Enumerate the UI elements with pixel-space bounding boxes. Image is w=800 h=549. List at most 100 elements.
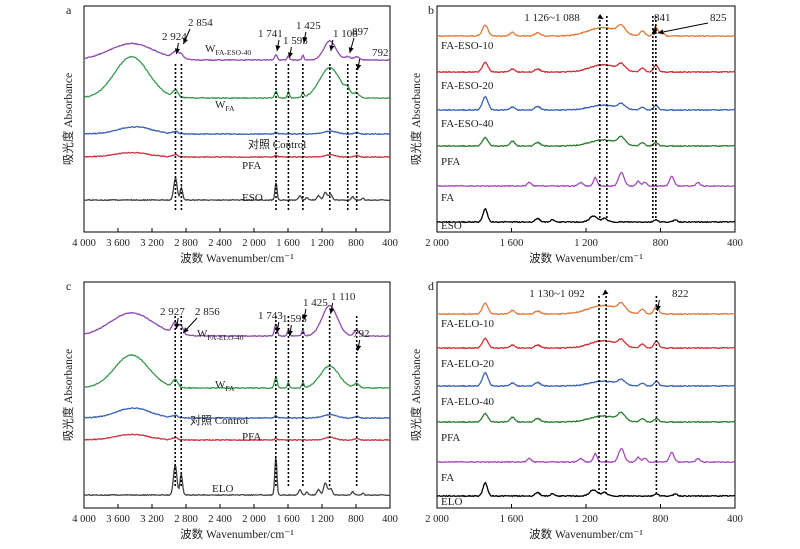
peak-annotation: 825 [710,12,727,24]
x-tick-label: 2 800 [174,514,198,525]
series-label: WFA [215,99,235,113]
y-axis-label: 吸光度 Absorbance [61,73,75,165]
peak-annotation: 1 108 [333,28,358,40]
arrow-head [602,289,609,295]
peak-annotation: 1 595 [283,35,308,47]
x-tick-label: 400 [382,514,398,525]
series-label: PFA [242,160,261,172]
x-tick-label: 400 [727,238,743,249]
x-axis-label: 波数 Wavenumber/cm⁻¹ [529,251,643,265]
x-tick-label: 1 600 [500,514,524,525]
series-label: FA-ELO-10 [441,318,494,330]
panel-letter: d [428,279,434,293]
series-label: FA [441,472,454,484]
series-label: ESO [242,192,263,204]
x-axis-label: 波数 Wavenumber/cm⁻¹ [529,527,643,541]
annotation-arrow [657,22,709,34]
spectrum-fa [436,171,736,188]
spectrum-fa-eso-40 [436,95,736,112]
spectrum-fa-elo-40 [84,304,391,338]
peak-annotation: 1 130~1 092 [529,288,584,300]
spectrum-fa-elo-20 [436,337,736,350]
peak-annotation: 1 126~1 088 [524,12,580,24]
spectrum-pfa [83,433,391,442]
x-tick-label: 3 200 [140,238,164,249]
x-tick-label: 1 200 [310,514,334,525]
series-label: 对照 Control [190,413,248,427]
x-axis-label: 波数 Wavenumber/cm⁻¹ [180,527,294,541]
arrow-head [302,37,308,43]
series-label: FA-ELO-40 [441,396,494,408]
series-label: WFA-ESO-40 [205,43,251,57]
arrow-head [356,64,362,70]
x-tick-label: 2 400 [208,238,232,249]
peak-annotation: 822 [672,288,689,300]
spectrum-fa-elo-10 [436,301,736,316]
spectrum-elo [436,481,736,498]
arrow-head [275,327,281,333]
peak-annotation: 1 425 [296,20,321,32]
x-tick-label: 800 [653,238,669,249]
x-tick-label: 2 000 [425,514,449,525]
arrow-head [329,45,335,51]
panel-a: a 4 000 3 600 3 200 2 800 2 400 2 000 1 600 1 20… [61,3,398,265]
arrow-head [287,330,293,336]
arrow-head [287,52,293,58]
peak-annotation: 2 927 [160,306,185,318]
x-axis-label: 波数 Wavenumber/cm⁻¹ [180,251,294,265]
spectrum-fa-eso-10 [436,23,736,38]
x-tick-label: 2 000 [425,238,449,249]
spectrum-fa-eso-20 [436,61,736,74]
series-label: WFA [215,379,235,393]
panel-letter: a [66,3,72,17]
peak-annotation: 2 854 [188,17,213,29]
peak-annotation: 1 110 [331,291,356,303]
panel-letter: c [66,279,71,293]
spectrum-pfa [436,411,736,424]
peak-annotation: 897 [352,26,369,38]
x-tick-label: 1 600 [500,238,524,249]
x-tick-label: 1 600 [276,238,300,249]
x-tick-label: 3 600 [106,238,130,249]
spectrum-eso [436,207,736,224]
spectrum-pfa [83,151,391,159]
arrow-head [597,13,604,19]
series-label: PFA [441,432,460,444]
arrow-head [657,29,664,35]
y-axis-label: 吸光度 Absorbance [409,349,423,441]
spectrum-eso [83,177,391,202]
spectrum-pfa [436,135,736,148]
x-tick-label: 1 200 [574,238,598,249]
peak-annotation: 2 924 [162,31,187,43]
spectrum--control [83,125,391,136]
peak-annotation: 841 [654,12,671,24]
plot-frame [83,5,391,233]
arrow-head [174,323,180,329]
x-tick-label: 3 200 [140,514,164,525]
series-label: FA-ESO-20 [441,80,494,92]
arrow-head [356,345,362,351]
x-tick-label: 1 200 [574,514,598,525]
spectrum-elo [83,457,391,497]
spectrum-fa [436,447,736,464]
peak-annotation: 792 [372,47,389,59]
x-tick-label: 3 600 [106,514,130,525]
peak-annotation: 1 595 [282,313,307,325]
series-label: ESO [441,220,462,232]
x-tick-label: 1 600 [276,514,300,525]
series-label: ELO [212,483,233,495]
plot-frame [83,281,391,509]
series-label: WFA-ELO-40 [197,328,244,342]
spectrum-fa [83,354,391,390]
y-axis-label: 吸光度 Absorbance [409,73,423,165]
x-tick-label: 4 000 [72,238,96,249]
x-tick-label: 1 200 [310,238,334,249]
x-tick-label: 800 [348,238,364,249]
arrow-head [174,48,180,54]
spectrum-fa [84,55,391,100]
peak-annotation: 2 856 [195,306,220,318]
peak-annotation: 1 741 [258,28,283,40]
panel-b: b 2 000 1 600 1 200 800 400 波数 Wavenumber/cm⁻¹… [409,3,743,265]
peak-annotation: 1 743 [258,310,283,322]
